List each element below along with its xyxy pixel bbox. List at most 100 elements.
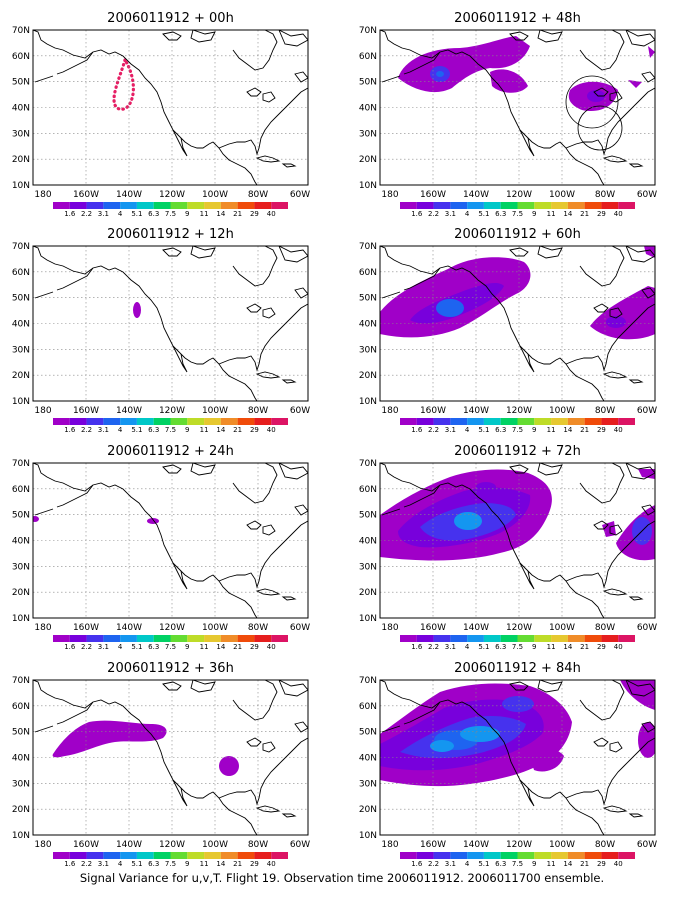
colorbar-swatch — [254, 635, 272, 642]
colorbar-swatch — [584, 202, 602, 209]
lat-tick-label: 10N — [359, 831, 377, 841]
colorbar-swatch — [237, 635, 255, 642]
colorbar-level-label: 40 — [267, 210, 276, 218]
colorbar-swatch — [467, 852, 484, 859]
colorbar-swatch — [483, 418, 501, 425]
lat-tick-label: 20N — [359, 588, 377, 598]
colorbar-level-label: 4 — [465, 860, 470, 868]
map-field — [33, 463, 308, 618]
colorbar-swatch — [170, 635, 188, 642]
colorbar-swatch — [450, 635, 468, 642]
colorbar-swatch — [400, 635, 417, 642]
colorbar-level-label: 2.2 — [81, 643, 92, 651]
colorbar-swatch — [69, 418, 87, 425]
colorbar: 1.6 2.2 3.1 4 5.1 6.3 7.5 9 11 14 21 29 40 — [400, 202, 635, 218]
colorbar-swatch — [467, 202, 484, 209]
colorbar-swatch — [103, 202, 121, 209]
colorbar-level-label: 9 — [532, 426, 536, 434]
lat-tick-label: 40N — [12, 754, 30, 764]
colorbar-level-label: 5.1 — [478, 643, 489, 651]
map-gridlines — [380, 246, 655, 401]
colorbar-swatch — [220, 202, 238, 209]
map-frame — [379, 462, 656, 619]
lon-tick-label: 60W — [290, 623, 310, 633]
lat-tick-label: 30N — [359, 345, 377, 355]
colorbar-level-label: 11 — [200, 860, 209, 868]
lat-tick-label: 10N — [359, 181, 377, 191]
colorbar-swatch — [53, 635, 70, 642]
colorbar-level-label: 29 — [250, 426, 259, 434]
map-field — [33, 246, 308, 401]
colorbar-swatch — [220, 418, 238, 425]
panel-title: 2006011912 + 72h — [454, 444, 581, 459]
colorbar-level-label: 21 — [580, 860, 589, 868]
lat-tick-label: 10N — [12, 614, 30, 624]
map-panel: 2006011912 + 48h 70N 60N 50N 40N 30N 20N 10N 180… — [359, 11, 657, 218]
colorbar-level-label: 11 — [200, 643, 209, 651]
lat-tick-label: 20N — [12, 805, 30, 815]
colorbar-level-label: 5.1 — [131, 426, 142, 434]
lon-tick-label: 100W — [549, 623, 575, 633]
colorbar-level-label: 9 — [185, 426, 189, 434]
lon-tick-label: 140W — [463, 406, 489, 416]
colorbar-swatch — [187, 202, 205, 209]
colorbar-level-label: 40 — [614, 426, 623, 434]
lon-tick-label: 180 — [34, 623, 51, 633]
colorbar-level-label: 7.5 — [165, 210, 176, 218]
map-field — [380, 246, 655, 401]
colorbar-swatch — [618, 418, 635, 425]
colorbar-swatch — [551, 635, 568, 642]
lat-tick-label: 30N — [359, 129, 377, 139]
colorbar-level-label: 4 — [118, 643, 123, 651]
colorbar-swatch — [400, 418, 417, 425]
lat-tick-label: 30N — [12, 562, 30, 572]
lon-tick-label: 160W — [73, 406, 99, 416]
lon-tick-label: 160W — [420, 406, 446, 416]
colorbar-swatch — [601, 202, 619, 209]
colorbar-swatch — [551, 852, 568, 859]
colorbar-swatch — [433, 418, 451, 425]
colorbar-swatch — [69, 852, 87, 859]
colorbar-swatch — [86, 202, 104, 209]
colorbar-level-label: 1.6 — [411, 426, 423, 434]
colorbar: 1.6 2.2 3.1 4 5.1 6.3 7.5 9 11 14 21 29 40 — [53, 418, 288, 434]
colorbar-level-label: 2.2 — [81, 860, 92, 868]
colorbar-swatch — [153, 635, 171, 642]
lat-tick-label: 10N — [12, 181, 30, 191]
colorbar-swatch — [534, 852, 552, 859]
lat-tick-label: 60N — [359, 52, 377, 62]
colorbar-level-label: 2.2 — [81, 426, 92, 434]
colorbar-level-label: 9 — [185, 210, 189, 218]
lon-tick-label: 60W — [637, 406, 657, 416]
colorbar-level-label: 1.6 — [64, 210, 76, 218]
lon-tick-label: 180 — [381, 190, 398, 200]
colorbar-level-label: 14 — [563, 210, 572, 218]
colorbar-swatch — [601, 635, 619, 642]
colorbar-level-label: 2.2 — [428, 860, 439, 868]
colorbar-level-label: 9 — [532, 860, 536, 868]
colorbar-level-label: 40 — [267, 860, 276, 868]
lat-tick-label: 10N — [359, 397, 377, 407]
colorbar-swatch — [69, 635, 87, 642]
colorbar-level-label: 1.6 — [411, 643, 423, 651]
lat-tick-label: 70N — [359, 242, 377, 252]
lon-tick-label: 180 — [381, 406, 398, 416]
lon-tick-label: 80W — [595, 623, 615, 633]
colorbar-swatch — [450, 418, 468, 425]
lat-tick-label: 50N — [12, 294, 30, 304]
colorbar-level-label: 21 — [233, 860, 242, 868]
colorbar-swatch — [86, 635, 104, 642]
colorbar-level-label: 6.3 — [148, 643, 159, 651]
colorbar-level-label: 29 — [250, 210, 259, 218]
colorbar-swatch — [534, 635, 552, 642]
lon-tick-label: 60W — [290, 406, 310, 416]
panel-title: 2006011912 + 24h — [107, 444, 234, 459]
lat-tick-label: 70N — [12, 242, 30, 252]
colorbar: 1.6 2.2 3.1 4 5.1 6.3 7.5 9 11 14 21 29 40 — [400, 418, 635, 434]
colorbar-swatch — [153, 202, 171, 209]
colorbar-swatch — [170, 418, 188, 425]
colorbar-swatch — [618, 852, 635, 859]
lat-tick-label: 70N — [359, 26, 377, 36]
lon-tick-label: 160W — [420, 840, 446, 850]
lat-tick-label: 20N — [12, 371, 30, 381]
